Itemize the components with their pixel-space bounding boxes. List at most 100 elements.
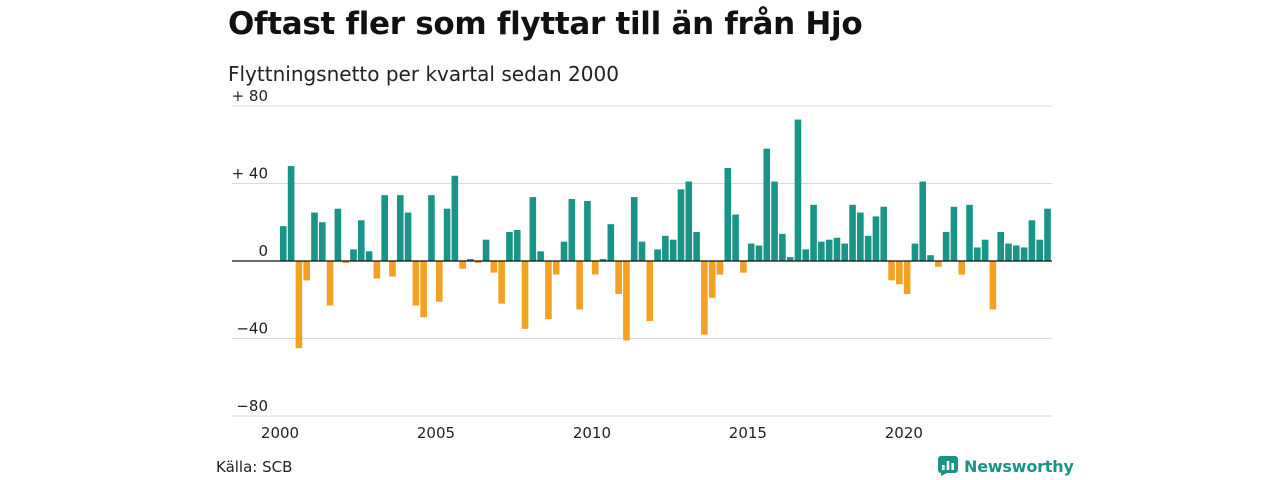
bar xyxy=(1044,208,1051,261)
bar xyxy=(568,199,576,261)
bar xyxy=(825,239,833,261)
bar xyxy=(412,261,420,306)
bar xyxy=(693,231,700,261)
bar xyxy=(927,255,934,261)
bar xyxy=(435,261,443,302)
brand-logo: Newsworthy xyxy=(938,456,1074,476)
bar xyxy=(420,261,427,318)
bar xyxy=(794,119,802,261)
bar xyxy=(630,197,638,261)
bar xyxy=(591,261,599,275)
bars xyxy=(280,119,1051,349)
bar xyxy=(545,261,552,320)
bar xyxy=(646,261,654,322)
y-tick-label: 0 xyxy=(258,242,268,260)
bar xyxy=(459,261,466,269)
bar xyxy=(389,261,396,277)
bar xyxy=(357,220,365,261)
bar xyxy=(638,241,646,262)
bar xyxy=(896,261,903,285)
bar xyxy=(864,235,872,261)
bar xyxy=(311,212,318,261)
bar xyxy=(615,261,622,294)
x-tick-label: 2010 xyxy=(573,424,611,442)
bar xyxy=(428,195,435,262)
bar xyxy=(326,261,334,306)
bar xyxy=(966,204,973,261)
bar xyxy=(482,239,490,261)
bar xyxy=(498,261,505,304)
bar xyxy=(654,249,661,262)
bar xyxy=(989,261,997,310)
bar xyxy=(802,249,810,262)
bar xyxy=(560,241,568,262)
chart-title: Oftast fler som flyttar till än från Hjo xyxy=(228,6,863,42)
bar xyxy=(732,214,739,261)
bar xyxy=(1005,243,1012,261)
bar xyxy=(669,239,677,261)
newsworthy-logo-icon xyxy=(938,456,958,476)
grid-lines xyxy=(232,105,1052,417)
bar xyxy=(755,245,763,261)
bar xyxy=(467,259,474,261)
bar xyxy=(685,181,693,261)
y-tick-label: −40 xyxy=(236,320,268,338)
x-tick-label: 2015 xyxy=(729,424,767,442)
bar xyxy=(810,204,817,261)
bar xyxy=(576,261,583,310)
x-tick-label: 2000 xyxy=(261,424,299,442)
bar xyxy=(443,208,451,261)
bar xyxy=(677,189,685,261)
bar xyxy=(849,204,856,261)
bar xyxy=(724,168,732,261)
bar xyxy=(942,231,950,261)
bar xyxy=(1036,239,1043,261)
bar xyxy=(911,243,919,261)
bar xyxy=(771,181,778,261)
bar xyxy=(857,212,864,261)
bar xyxy=(373,261,381,279)
bar xyxy=(880,206,888,261)
bar xyxy=(763,148,771,262)
bar xyxy=(318,222,326,261)
bar xyxy=(404,212,412,261)
bar xyxy=(888,261,895,281)
bar xyxy=(974,247,981,261)
bar xyxy=(506,231,513,261)
bar xyxy=(1020,247,1028,261)
bar xyxy=(903,261,911,294)
chart-subtitle: Flyttningsnetto per kvartal sedan 2000 xyxy=(228,62,619,86)
bar xyxy=(607,224,615,261)
source-label: Källa: SCB xyxy=(216,458,293,476)
bar xyxy=(716,261,724,275)
bar xyxy=(521,261,529,329)
bar xyxy=(841,243,849,261)
bar xyxy=(513,230,521,261)
bar xyxy=(623,261,630,341)
bar xyxy=(295,261,303,349)
bar xyxy=(747,243,755,261)
bar xyxy=(342,261,349,263)
bar xyxy=(474,261,482,263)
y-tick-label: −80 xyxy=(236,397,268,415)
bar xyxy=(537,251,544,261)
bar xyxy=(365,251,373,261)
bar xyxy=(1028,220,1036,261)
bar xyxy=(786,257,794,262)
bar xyxy=(396,195,404,262)
bar xyxy=(350,249,357,262)
x-tick-label: 2005 xyxy=(417,424,455,442)
x-tick-label: 2020 xyxy=(885,424,923,442)
bar xyxy=(599,259,607,261)
bar xyxy=(529,197,537,261)
bar xyxy=(552,261,560,275)
brand-name: Newsworthy xyxy=(964,456,1074,476)
bar xyxy=(280,226,287,262)
bar xyxy=(818,241,825,262)
bar xyxy=(662,235,669,261)
axes: + 80 + 40 0 −40 −80 2000 2005 2010 2015 2020 xyxy=(232,87,1052,442)
bar xyxy=(708,261,716,298)
bar xyxy=(701,261,708,335)
bar xyxy=(981,239,989,261)
